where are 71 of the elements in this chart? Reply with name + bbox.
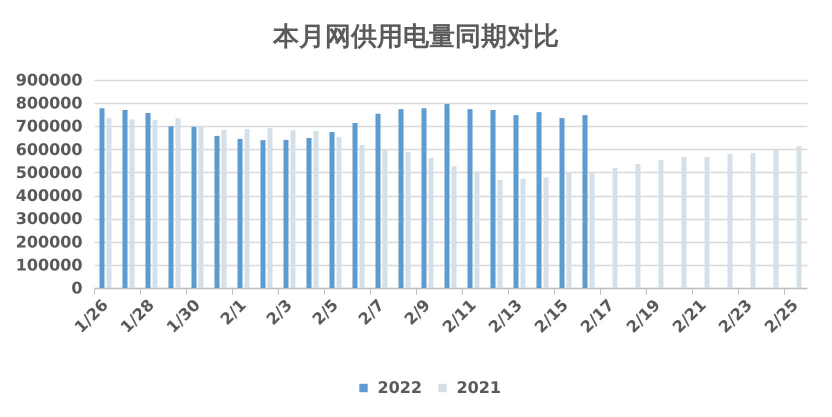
bar (106, 118, 112, 288)
bar (428, 158, 434, 288)
chart-title: 本月网供用电量同期对比 (272, 22, 559, 52)
bar (176, 118, 180, 288)
legend-label: 2022 (378, 378, 422, 397)
bar (382, 150, 388, 288)
bar (796, 146, 802, 288)
bar (192, 126, 196, 288)
bar (474, 171, 480, 288)
bar (490, 110, 496, 288)
bar (152, 120, 158, 288)
bar (704, 156, 710, 288)
bar (100, 108, 104, 288)
bar (452, 166, 456, 288)
x-tick-label: 2/3 (262, 295, 296, 329)
bar (750, 153, 756, 288)
bar (122, 110, 128, 288)
bar (774, 150, 778, 288)
x-tick-label: 2/1 (216, 295, 250, 329)
bar (636, 164, 640, 288)
bar (544, 178, 548, 288)
bar (536, 112, 542, 288)
y-tick-label: 900000 (16, 70, 82, 90)
bar (244, 128, 250, 288)
bar (406, 152, 410, 288)
bar (590, 173, 594, 288)
bar (444, 104, 450, 288)
bar (268, 128, 272, 288)
y-tick-label: 300000 (16, 209, 82, 228)
y-tick-label: 0 (71, 278, 82, 298)
y-tick-label: 400000 (16, 186, 82, 206)
bar (260, 140, 266, 288)
bar (376, 114, 380, 288)
x-tick-label: 2/7 (354, 295, 388, 329)
bar (306, 138, 312, 288)
bar (130, 120, 134, 288)
y-tick-label: 600000 (16, 140, 82, 159)
legend-label: 2021 (456, 378, 502, 397)
bar (290, 130, 296, 288)
bar (612, 168, 618, 288)
bar (314, 131, 318, 288)
bar (658, 160, 664, 288)
bar (214, 136, 220, 288)
bar (336, 137, 342, 288)
bar (422, 108, 426, 288)
bar (468, 109, 472, 288)
bar (566, 172, 572, 288)
y-tick-label: 500000 (16, 162, 82, 182)
bar (520, 178, 526, 288)
bar (352, 122, 358, 288)
y-tick-label: 200000 (16, 232, 82, 252)
bar (560, 118, 564, 288)
x-tick-label: 2/9 (400, 295, 434, 329)
y-tick-label: 700000 (16, 116, 82, 136)
x-tick-label: 2/5 (308, 295, 342, 329)
bar (360, 144, 364, 288)
bar (398, 109, 404, 288)
bar (222, 130, 226, 288)
bar (728, 154, 732, 288)
y-tick-label: 100000 (16, 255, 82, 274)
y-tick-label: 800000 (16, 94, 82, 113)
bar (198, 126, 204, 288)
bar (514, 115, 518, 288)
bar (582, 115, 588, 288)
bar (498, 180, 502, 288)
bar (168, 126, 174, 288)
bar (238, 138, 242, 288)
bar (682, 156, 686, 288)
bar (330, 132, 334, 288)
bar (284, 140, 288, 288)
bar (146, 113, 150, 288)
